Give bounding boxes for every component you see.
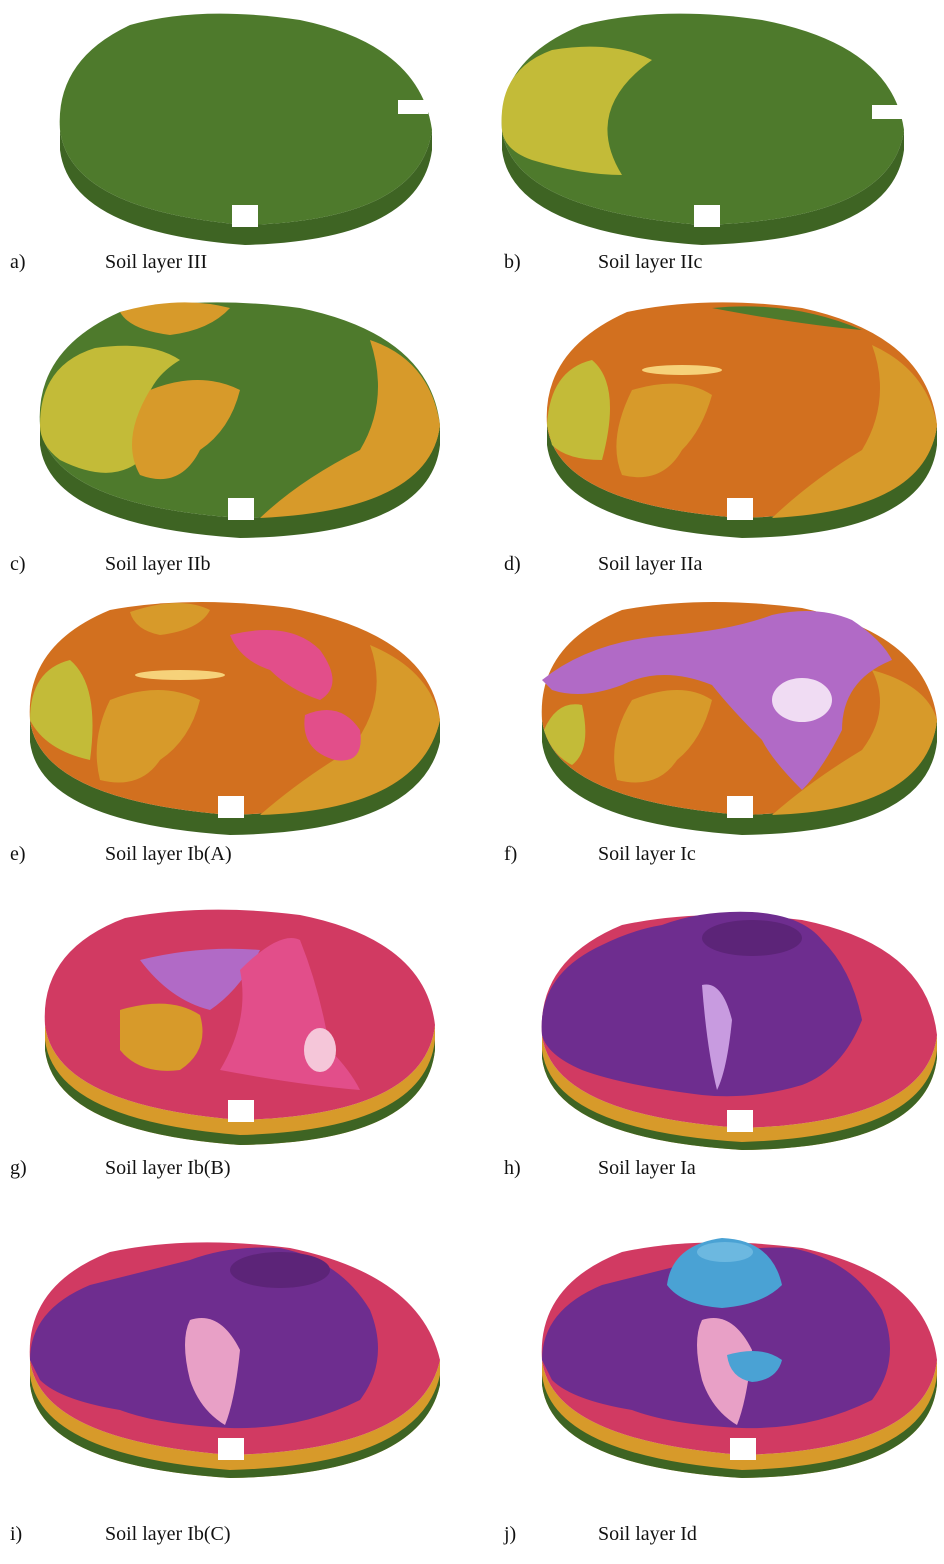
panel-c: c) Soil layer IIb [0,290,472,602]
layer-Ia-region [541,911,862,1097]
model-side-wall [502,130,904,245]
notch [727,498,753,520]
highlight [304,1028,336,1072]
panel-letter: b) [504,251,521,273]
layer-IIb-region [130,602,210,635]
model-side-wall [547,425,937,538]
model-side-wall [40,425,440,538]
notch [218,1438,244,1460]
model-side-wall [30,1360,440,1478]
soil-model-h [541,911,937,1150]
notch [228,498,254,520]
model-side-wall [45,1025,435,1145]
highlight [642,365,722,375]
panel-letter: e) [10,843,26,865]
model-side-wall [60,130,432,245]
panel-label: Soil layer Id [598,1523,697,1545]
model-side-wall [542,1360,937,1478]
layer-IIb-region [616,383,712,478]
panel-label: Soil layer Ic [598,843,696,865]
panel-letter: c) [10,553,26,575]
panel-letter: i) [10,1523,23,1545]
notch [228,1100,254,1122]
panel-letter: g) [10,1157,27,1179]
notch [232,205,258,227]
layer-IIc-region [30,660,93,760]
soil-model-e [29,601,440,835]
panel-d: d) Soil layer IIa [472,290,944,602]
layer-IIb-region [772,345,937,518]
layer-Ia-top [230,1252,330,1288]
panel-g: g) Soil layer Ib(B) [0,900,472,1212]
soil-model-a [59,13,432,245]
layer-Id-top [697,1242,753,1262]
panel-label: Soil layer III [105,251,208,273]
layer-III-rim [712,306,862,330]
layer-IIb-region [260,645,440,815]
panel-e: e) Soil layer Ib(A) [0,590,472,902]
layer-Id-region [727,1351,782,1382]
panel-b: b) Soil layer IIc [472,0,944,312]
layer-IIb-region [260,340,440,518]
panel-letter: j) [504,1523,517,1545]
panel-a: a) Soil layer III [0,0,472,312]
layer-III-surface [59,13,432,226]
layer-Ib-C-region [185,1318,240,1425]
layer-Ic-region [542,611,892,790]
notch [730,1438,756,1460]
soil-model-d [546,302,937,538]
highlight [702,984,732,1090]
soil-model-b [501,13,904,245]
panel-j: j) Soil layer Id [472,1230,944,1545]
model-side-wall [542,1035,937,1150]
panel-label: Soil layer IIb [105,553,211,575]
soil-model-i [29,1242,440,1478]
layer-IIb-region [96,690,200,783]
highlight [772,678,832,722]
notch [727,796,753,818]
layer-IIc-region [544,704,586,765]
notch [727,1110,753,1132]
highlight [135,670,225,680]
panel-i: i) Soil layer Ib(C) [0,1230,472,1545]
layer-IIc-region [501,46,652,175]
layer-Ib-A-region [304,710,361,761]
panel-letter: a) [10,251,26,273]
notch [398,100,428,114]
notch [218,796,244,818]
layer-Ia-top [702,920,802,956]
panel-label: Soil layer Ib(A) [105,843,232,865]
layer-Ib-C-region [697,1318,752,1425]
panel-letter: h) [504,1157,521,1179]
layer-Ic-region [140,948,260,1010]
panel-letter: d) [504,553,521,575]
layer-Id-dome [667,1238,782,1308]
panel-label: Soil layer IIa [598,553,703,575]
layer-IIb-region [132,380,240,480]
panel-letter: f) [504,843,518,865]
soil-model-j [541,1238,937,1478]
notch [872,105,902,119]
panel-label: Soil layer IIc [598,251,703,273]
layer-Ib-B-surface [44,909,435,1120]
panel-label: Soil layer Ib(C) [105,1523,231,1545]
soil-model-g [44,909,435,1145]
notch [694,205,720,227]
soil-model-c [39,302,440,538]
layer-IIc-region [547,360,610,460]
layer-IIb-region [772,670,937,815]
panel-h: h) Soil layer Ia [472,900,944,1212]
layer-Ib-A-region [230,630,333,700]
layer-IIb-region [120,1003,203,1071]
panel-label: Soil layer Ib(B) [105,1157,231,1179]
panel-f: f) Soil layer Ic [472,590,944,902]
layer-IIb-region [120,302,230,335]
model-side-wall [30,720,440,835]
soil-model-f [541,601,937,835]
panel-label: Soil layer Ia [598,1157,696,1179]
layer-IIb-region [614,690,712,783]
